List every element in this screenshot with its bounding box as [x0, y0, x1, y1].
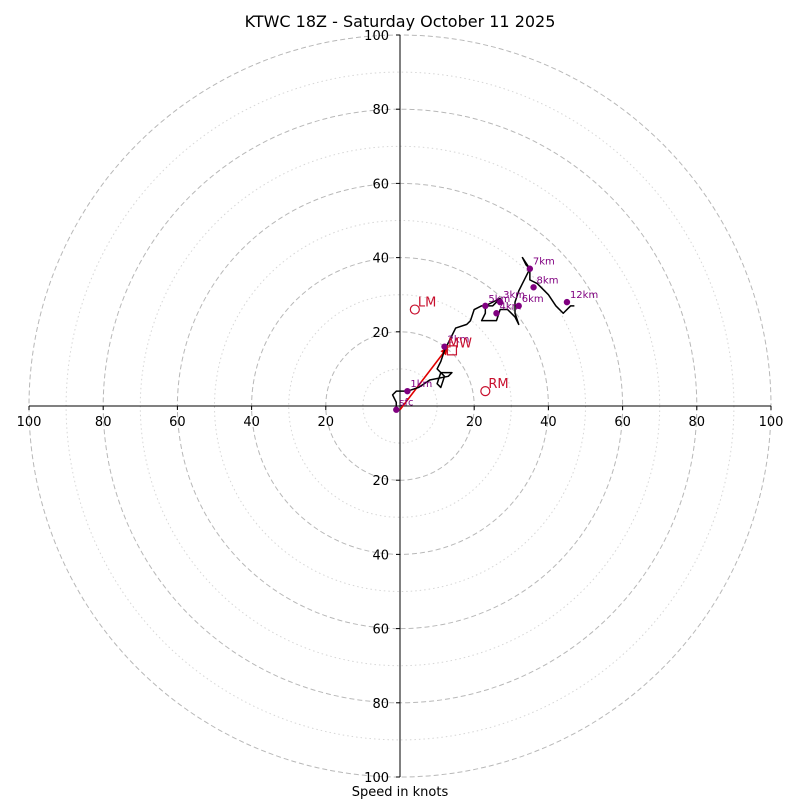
x-tick-label: 20 [466, 415, 483, 430]
lm-marker [409, 304, 420, 315]
height-marker-label: 4km [499, 301, 521, 312]
height-marker-label: 5km [488, 294, 510, 305]
y-tick-label: 60 [372, 623, 389, 638]
height-marker-1km [404, 387, 411, 395]
y-tick-label: 80 [372, 697, 389, 712]
height-marker-12km [563, 298, 571, 306]
x-tick-label: 60 [169, 415, 186, 430]
storm-motion-layer: RM LM MW [409, 296, 509, 397]
mw-marker [446, 345, 458, 356]
height-marker-label: sfc [399, 398, 413, 409]
hodograph-trace-layer [391, 256, 575, 410]
rm-label: RM [488, 377, 508, 392]
height-marker-label: 2km [448, 335, 470, 346]
y-tick-label: 20 [372, 326, 389, 341]
height-marker-label: 3km [503, 290, 525, 301]
rm-marker [480, 386, 491, 397]
height-marker-2km [441, 343, 448, 350]
height-marker-4km [493, 310, 500, 317]
height-marker-label: 1km [410, 379, 432, 390]
x-tick-label: 80 [95, 415, 112, 430]
y-tick-label: 40 [372, 252, 389, 267]
x-tick-label: 40 [243, 415, 260, 430]
height-marker-5km [482, 302, 489, 310]
x-tick-label: 60 [614, 415, 631, 430]
x-tick-label: 100 [17, 415, 42, 430]
mw-label: MW [448, 336, 472, 351]
height-marker-label: 7km [533, 257, 555, 268]
y-tick-label: 20 [372, 474, 389, 489]
x-axis-label: Speed in knots [352, 785, 449, 800]
y-axis-ticks: 100 80 60 40 20 20 40 60 80 100 [364, 29, 400, 786]
shear-vector-line [399, 346, 449, 411]
y-tick-label: 100 [364, 771, 389, 786]
height-marker-label: 6km [522, 294, 544, 305]
height-marker-label: 12km [570, 290, 598, 301]
height-marker-7km [526, 265, 534, 272]
x-tick-label: 20 [318, 415, 335, 430]
height-marker-3km [496, 298, 504, 306]
x-tick-label: 100 [759, 415, 784, 430]
x-axis-ticks: 100 80 60 40 20 20 40 60 80 100 [17, 406, 784, 430]
height-marker-6km [515, 302, 522, 310]
y-tick-label: 100 [364, 29, 389, 44]
height-marker-label: 8km [537, 275, 559, 286]
lm-label: LM [418, 296, 436, 311]
height-marker-sfc [393, 406, 400, 413]
chart-title: KTWC 18Z - Saturday October 11 2025 [245, 12, 556, 31]
x-tick-label: 40 [540, 415, 557, 430]
hodograph-trace-line [391, 256, 575, 410]
height-marker-8km [530, 284, 537, 291]
y-tick-label: 80 [372, 103, 389, 118]
y-tick-label: 60 [372, 177, 389, 192]
x-tick-label: 80 [689, 415, 706, 430]
y-tick-label: 40 [372, 548, 389, 563]
